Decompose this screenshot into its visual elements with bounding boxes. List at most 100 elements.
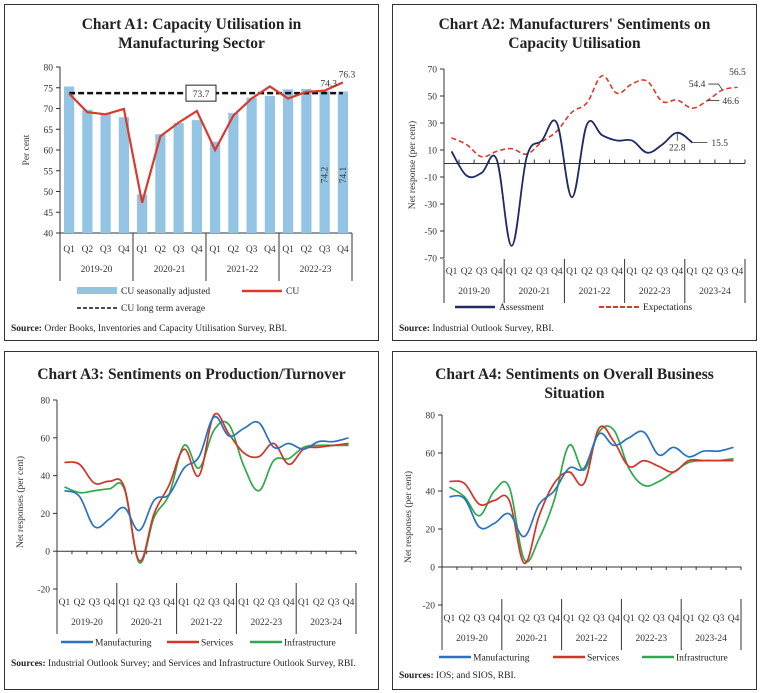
cu-data-label: 76.3 — [339, 70, 356, 80]
services-line — [449, 425, 734, 565]
y-tick-label: 40 — [44, 230, 54, 240]
bar-data-label: 74.1 — [339, 166, 349, 183]
x-year-label: 2020-21 — [516, 634, 548, 644]
assessment-data-label: 15.5 — [711, 139, 728, 149]
x-year-label: 2019-20 — [456, 634, 488, 644]
x-tick-label: Q4 — [611, 267, 623, 277]
bar-cu-seasonally-adjusted — [301, 88, 312, 234]
chart-a2-title-line2: Capacity Utilisation — [508, 35, 641, 52]
x-year-label: 2021-22 — [576, 634, 608, 644]
x-tick-label: Q4 — [163, 598, 175, 608]
x-tick-label: Q4 — [283, 598, 295, 608]
bar-cu-seasonally-adjusted — [283, 89, 294, 233]
x-tick-label: Q3 — [89, 598, 101, 608]
x-tick-label: Q4 — [728, 614, 740, 624]
x-tick-label: Q2 — [641, 267, 653, 277]
legend-label: Manufacturing — [95, 638, 152, 649]
chart-a4-title: Chart A4: Sentiments on Overall Business… — [393, 365, 756, 403]
x-tick-label: Q4 — [668, 614, 680, 624]
chart-a1-title: Chart A1: Capacity Utilisation in Manufa… — [5, 15, 378, 53]
x-tick-label: Q3 — [148, 598, 160, 608]
bar-cu-seasonally-adjusted — [264, 96, 275, 233]
y-axis-label: Net responses (per cent) — [403, 471, 414, 563]
x-tick-label: Q2 — [459, 614, 471, 624]
x-tick-label: Q2 — [193, 598, 205, 608]
legend-label: CU long term average — [121, 304, 205, 314]
chart-a1-panel: Chart A1: Capacity Utilisation in Manufa… — [4, 4, 379, 341]
y-tick-label: 75 — [44, 84, 54, 94]
x-tick-label: Q3 — [246, 245, 258, 255]
x-tick-label: Q3 — [268, 598, 280, 608]
chart-a4-title-line2: Situation — [544, 385, 605, 402]
assessment-line — [450, 119, 693, 247]
expectations-data-label: 46.6 — [722, 97, 739, 107]
y-tick-label: 0 — [430, 564, 435, 574]
x-tick-label: Q1 — [178, 598, 190, 608]
x-tick-label: Q4 — [191, 245, 203, 255]
x-tick-label: Q4 — [104, 598, 116, 608]
x-tick-label: Q4 — [732, 267, 744, 277]
manufacturing-line — [449, 430, 734, 538]
x-tick-label: Q2 — [74, 598, 86, 608]
y-tick-label: 65 — [44, 126, 54, 136]
x-year-label: 2019-20 — [458, 287, 490, 297]
x-year-label: 2021-22 — [227, 265, 259, 275]
x-tick-label: Q1 — [209, 245, 221, 255]
legend-label: Expectations — [643, 303, 692, 313]
bar-cu-seasonally-adjusted — [173, 123, 184, 233]
x-tick-label: Q4 — [223, 598, 235, 608]
source-text: Order Books, Inventories and Capacity Ut… — [41, 324, 287, 334]
y-tick-label: -10 — [424, 174, 437, 184]
y-tick-label: 60 — [426, 450, 436, 460]
bar-cu-seasonally-adjusted — [155, 134, 166, 233]
chart-a2-panel: Chart A2: Manufacturers' Sentiments on C… — [392, 4, 757, 341]
cu-data-label: 74.3 — [320, 80, 337, 90]
expectations-data-label: 56.5 — [729, 68, 746, 78]
x-tick-label: Q2 — [521, 267, 533, 277]
y-tick-label: 55 — [44, 167, 54, 177]
x-year-label: 2022-23 — [635, 634, 667, 644]
x-tick-label: Q1 — [59, 598, 71, 608]
source-text: Industrial Outlook Survey, RBI. — [429, 324, 554, 334]
x-tick-label: Q2 — [133, 598, 145, 608]
y-tick-label: -20 — [422, 602, 435, 612]
legend-label: Services — [201, 639, 233, 649]
x-year-label: 2023-24 — [699, 287, 731, 297]
y-tick-label: 80 — [41, 397, 51, 407]
x-tick-label: Q3 — [593, 614, 605, 624]
assessment-data-label: 22.8 — [669, 144, 686, 154]
x-tick-label: Q2 — [638, 614, 650, 624]
x-tick-label: Q2 — [518, 614, 530, 624]
y-tick-label: -50 — [424, 228, 437, 238]
bar-cu-seasonally-adjusted — [100, 113, 111, 233]
x-tick-label: Q3 — [474, 614, 486, 624]
y-tick-label: 60 — [41, 434, 51, 444]
x-year-label: 2022-23 — [300, 265, 332, 275]
x-tick-label: Q1 — [683, 614, 695, 624]
chart-a4-source: Sources: IOS; and SIOS, RBI. — [399, 670, 750, 682]
y-tick-label: 0 — [45, 548, 50, 558]
bar-cu-seasonally-adjusted — [191, 120, 202, 233]
x-tick-label: Q2 — [461, 267, 473, 277]
legend-label: CU seasonally adjusted — [121, 287, 210, 297]
chart-a2-source: Source: Industrial Outlook Survey, RBI. — [399, 323, 750, 335]
x-tick-label: Q4 — [551, 267, 563, 277]
x-year-label: 2022-23 — [250, 618, 282, 628]
y-tick-label: 45 — [44, 209, 54, 219]
chart-a2-title: Chart A2: Manufacturers' Sentiments on C… — [393, 15, 756, 53]
y-tick-label: -20 — [37, 586, 50, 596]
infrastructure-line — [449, 425, 734, 563]
x-tick-label: Q3 — [173, 245, 185, 255]
y-tick-label: 20 — [426, 526, 436, 536]
chart-a3-panel: Chart A3: Sentiments on Production/Turno… — [4, 351, 379, 690]
x-year-label: 2019-20 — [81, 265, 113, 275]
legend-label: Manufacturing — [473, 653, 530, 664]
x-tick-label: Q4 — [608, 614, 620, 624]
y-tick-label: 70 — [428, 66, 438, 76]
x-year-label: 2021-22 — [579, 287, 611, 297]
x-tick-label: Q2 — [313, 598, 325, 608]
x-tick-label: Q4 — [118, 245, 130, 255]
bar-cu-seasonally-adjusted — [210, 141, 221, 233]
